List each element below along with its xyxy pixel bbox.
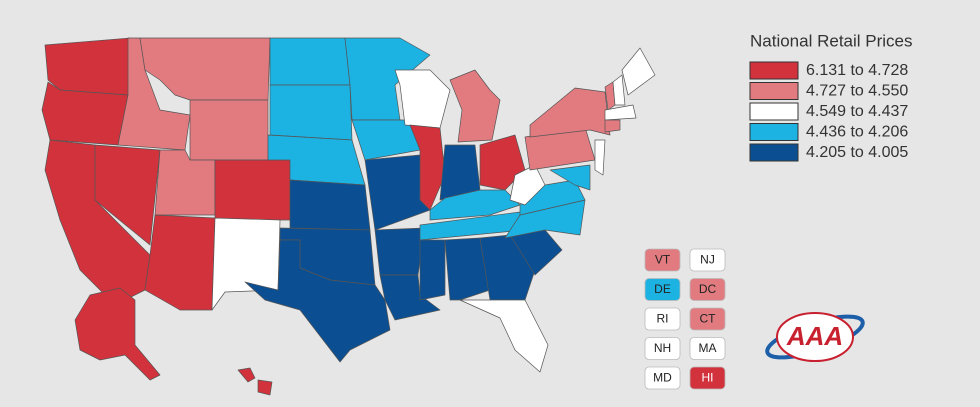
state-shape <box>444 237 491 301</box>
state-shape <box>189 99 269 161</box>
state-key-box <box>689 248 726 272</box>
state-key-label: HI <box>702 371 714 385</box>
state-key-label: DC <box>699 282 717 296</box>
state-shape <box>529 87 611 138</box>
state-shape <box>154 149 216 216</box>
state-key-box <box>689 366 726 390</box>
state-key-box <box>644 337 681 360</box>
state-shape <box>612 74 626 106</box>
state-key-label: NH <box>654 341 671 355</box>
state-shape <box>244 239 391 363</box>
state-shape <box>419 239 446 301</box>
legend-title: National Retail Prices <box>750 31 913 50</box>
state-shape <box>269 84 353 141</box>
state-shape <box>604 119 621 133</box>
logo-oval <box>776 312 854 362</box>
state-key-box <box>644 248 681 272</box>
state-key-label: VT <box>655 253 671 267</box>
state-key-box <box>689 278 726 301</box>
state-key-box <box>689 337 726 360</box>
legend-swatch <box>749 143 799 162</box>
state-shape <box>74 287 161 381</box>
state-shape <box>44 37 131 96</box>
legend-label: 4.205 to 4.005 <box>806 144 908 161</box>
state-key-label: MA <box>699 341 717 355</box>
aaa-logo: AAA <box>765 312 865 362</box>
state-shape <box>374 227 426 276</box>
state-shape <box>289 179 371 231</box>
state-shape <box>344 37 431 121</box>
state-shape <box>604 104 637 121</box>
legend-label: 4.436 to 4.206 <box>806 124 908 141</box>
state-key-box <box>689 307 726 331</box>
state-shape <box>214 159 291 221</box>
state-shape <box>257 379 273 396</box>
state-key-label: RI <box>657 312 669 326</box>
state-shape <box>549 164 591 191</box>
state-shape <box>237 367 256 383</box>
state-shape <box>621 47 656 96</box>
state-key-box <box>644 307 681 331</box>
state-shape <box>449 69 501 143</box>
legend: National Retail Prices 6.131 to 4.728 4.7… <box>749 31 913 162</box>
legend-swatch <box>749 61 799 80</box>
state-key-box <box>644 366 681 390</box>
us-map <box>41 37 656 396</box>
state-shape <box>459 299 549 373</box>
legend-label: 4.727 to 4.550 <box>806 83 908 100</box>
state-key-label: MD <box>653 371 672 385</box>
state-key-label: NJ <box>700 253 715 267</box>
state-key-box <box>644 278 681 301</box>
state-shape <box>94 144 161 246</box>
state-shape <box>379 274 441 321</box>
state-shape <box>144 214 216 311</box>
logo-text: AAA <box>786 321 843 351</box>
legend-label: 4.549 to 4.437 <box>806 103 908 120</box>
state-shape <box>594 139 606 176</box>
state-key-label: DE <box>654 282 671 296</box>
small-state-keys: VT NJ DE DC RI CT NH MA MD HI <box>644 248 726 390</box>
state-key-label: CT <box>700 312 717 326</box>
legend-swatch <box>749 123 799 141</box>
state-shape <box>269 37 351 86</box>
legend-swatch <box>749 102 799 121</box>
legend-label: 6.131 to 4.728 <box>806 62 908 79</box>
legend-swatch <box>749 82 799 100</box>
state-shape <box>364 154 431 231</box>
